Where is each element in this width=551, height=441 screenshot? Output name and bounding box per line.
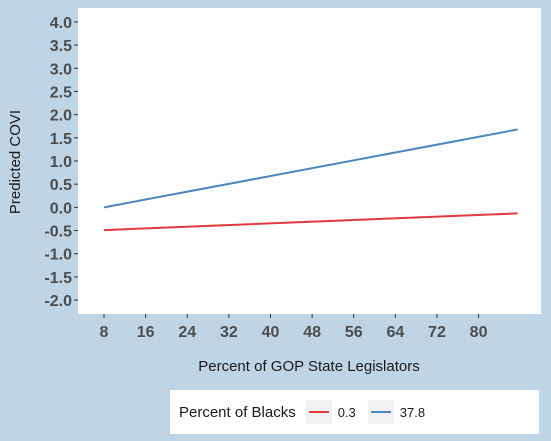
x-axis: 8 16 24 32 40 48 56 64 72 80 bbox=[100, 314, 488, 341]
x-axis-title: Percent of GOP State Legislators bbox=[198, 358, 420, 375]
y-tick-label: 3.5 bbox=[50, 38, 72, 55]
legend-label-0-3: 0.3 bbox=[337, 404, 356, 420]
legend-key-0-3 bbox=[305, 400, 332, 424]
y-tick-label: -1.5 bbox=[44, 270, 72, 287]
legend: Percent of Blacks 0.3 37.8 bbox=[170, 390, 539, 434]
legend-line-blue bbox=[370, 411, 391, 413]
y-tick-label: 3.0 bbox=[50, 61, 72, 78]
y-tick-label: 1.5 bbox=[50, 131, 72, 148]
x-tick-label: 72 bbox=[428, 324, 446, 341]
y-tick-label: 0.0 bbox=[50, 200, 72, 217]
x-tick-label: 56 bbox=[345, 324, 363, 341]
y-tick-label: -1.0 bbox=[44, 247, 72, 264]
x-tick-label: 8 bbox=[100, 324, 109, 341]
x-tick-label: 80 bbox=[470, 324, 488, 341]
x-tick-label: 40 bbox=[262, 324, 280, 341]
y-tick-label: 1.0 bbox=[50, 154, 72, 171]
y-tick-label: 2.0 bbox=[50, 108, 72, 125]
y-axis-title: Predicted COVI bbox=[7, 110, 24, 214]
y-tick-label: 2.5 bbox=[50, 84, 72, 101]
plot-panel bbox=[78, 8, 541, 314]
x-tick-label: 64 bbox=[386, 324, 404, 341]
y-tick-label: -2.0 bbox=[44, 293, 72, 310]
legend-label-37-8: 37.8 bbox=[399, 404, 426, 420]
legend-title: Percent of Blacks bbox=[179, 403, 296, 421]
x-tick-label: 16 bbox=[137, 324, 155, 341]
series-line-0-3 bbox=[103, 212, 518, 232]
y-tick-label: -0.5 bbox=[44, 224, 72, 241]
series-lines bbox=[103, 128, 518, 232]
x-tick-label: 48 bbox=[303, 324, 321, 341]
legend-key-37-8 bbox=[367, 400, 394, 424]
y-tick-label: 4.0 bbox=[50, 15, 72, 32]
legend-line-red bbox=[308, 411, 329, 413]
x-tick-label: 24 bbox=[178, 324, 196, 341]
x-tick-label: 32 bbox=[220, 324, 238, 341]
y-tick-label: 0.5 bbox=[50, 177, 72, 194]
y-axis: 4.0 3.5 3.0 2.5 2.0 1.5 1.0 0.5 0.0 -0.5 -1.0 -1.5 -… bbox=[44, 15, 78, 310]
series-line-37-8 bbox=[103, 128, 518, 209]
